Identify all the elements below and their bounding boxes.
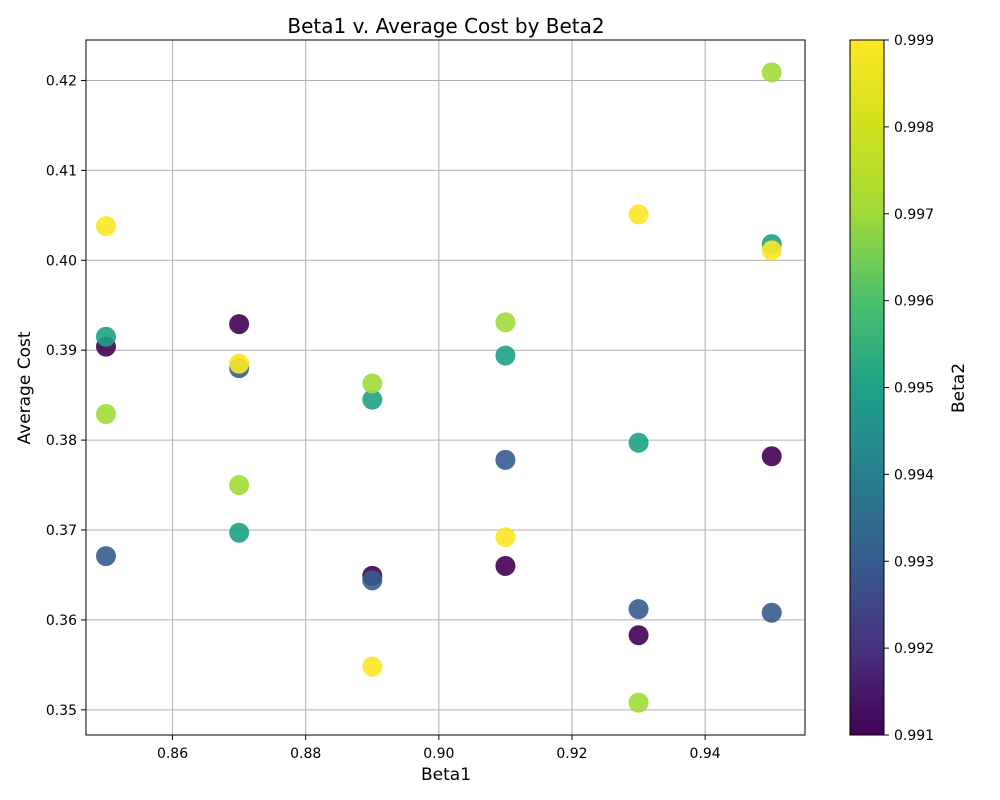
scatter-point — [628, 204, 649, 225]
colorbar-ticks: 0.991 0.992 0.993 0.994 0.995 0.996 0.997 0.998… — [884, 33, 934, 744]
scatter-point — [628, 432, 649, 453]
x-axis-ticks: 0.86 0.88 0.90 0.92 0.94 — [157, 735, 721, 762]
x-tick-label: 0.88 — [290, 746, 321, 762]
y-tick-label: 0.36 — [46, 613, 77, 629]
colorbar-tick-label: 0.991 — [894, 728, 934, 744]
colorbar-tick-label: 0.993 — [894, 554, 934, 570]
scatter-point — [95, 546, 116, 567]
data-points — [95, 62, 782, 713]
colorbar-tick-label: 0.992 — [894, 641, 934, 657]
scatter-point — [495, 449, 516, 470]
y-tick-label: 0.42 — [46, 73, 77, 89]
colorbar-tick-label: 0.995 — [894, 381, 934, 397]
scatter-point — [628, 599, 649, 620]
x-tick-label: 0.94 — [690, 746, 721, 762]
y-tick-label: 0.37 — [46, 523, 77, 539]
scatter-point — [229, 475, 250, 496]
colorbar-tick-label: 0.996 — [894, 294, 934, 310]
plot-frame — [85, 39, 806, 736]
colorbar — [849, 39, 885, 736]
scatter-point — [495, 312, 516, 333]
y-axis-label: Average Cost — [15, 331, 35, 444]
scatter-point — [495, 527, 516, 548]
scatter-point — [761, 240, 782, 261]
scatter-point — [761, 446, 782, 467]
y-tick-label: 0.39 — [46, 343, 77, 359]
colorbar-label: Beta2 — [949, 363, 969, 413]
scatter-point — [229, 353, 250, 374]
scatter-point — [628, 625, 649, 646]
scatter-point — [362, 389, 383, 410]
scatter-point — [761, 602, 782, 623]
scatter-point — [229, 314, 250, 335]
y-tick-label: 0.40 — [46, 253, 77, 269]
scatter-point — [95, 404, 116, 425]
y-axis-ticks: 0.35 0.36 0.37 0.38 0.39 0.40 0.41 0.42 — [46, 73, 86, 719]
scatter-point — [95, 326, 116, 347]
x-tick-label: 0.92 — [556, 746, 587, 762]
scatter-point — [95, 216, 116, 237]
scatter-point — [229, 522, 250, 543]
scatter-point — [495, 345, 516, 366]
scatter-point — [362, 570, 383, 591]
scatter-point — [628, 692, 649, 713]
scatter-point — [362, 656, 383, 677]
colorbar-tick-label: 0.998 — [894, 120, 934, 136]
x-axis-label: Beta1 — [421, 765, 471, 785]
y-tick-label: 0.38 — [46, 433, 77, 449]
chart-title: Beta1 v. Average Cost by Beta2 — [287, 14, 604, 38]
scatter-point — [495, 555, 516, 576]
colorbar-tick-label: 0.994 — [894, 467, 934, 483]
x-tick-label: 0.90 — [423, 746, 454, 762]
y-tick-label: 0.35 — [46, 703, 77, 719]
colorbar-tick-label: 0.997 — [894, 207, 934, 223]
x-tick-label: 0.86 — [157, 746, 188, 762]
y-tick-label: 0.41 — [46, 163, 77, 179]
scatter-point — [362, 373, 383, 394]
grid — [86, 40, 805, 735]
scatter-point — [761, 62, 782, 83]
colorbar-tick-label: 0.999 — [894, 33, 934, 49]
